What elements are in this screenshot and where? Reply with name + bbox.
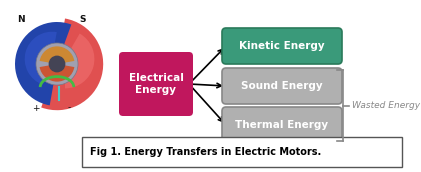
- Text: S: S: [79, 15, 85, 24]
- Wedge shape: [15, 22, 72, 105]
- Wedge shape: [65, 34, 94, 88]
- FancyBboxPatch shape: [222, 28, 342, 64]
- Text: Wasted Energy: Wasted Energy: [352, 101, 420, 110]
- Wedge shape: [40, 64, 75, 82]
- Text: N: N: [18, 15, 25, 24]
- Text: Thermal Energy: Thermal Energy: [235, 120, 328, 130]
- FancyBboxPatch shape: [222, 107, 342, 143]
- Text: -: -: [68, 104, 71, 113]
- Circle shape: [48, 56, 65, 72]
- Text: +: +: [32, 104, 40, 113]
- Circle shape: [36, 43, 78, 85]
- Text: Kinetic Energy: Kinetic Energy: [239, 41, 325, 51]
- Text: Electrical
Energy: Electrical Energy: [128, 73, 184, 95]
- FancyBboxPatch shape: [119, 52, 193, 116]
- Wedge shape: [40, 46, 75, 64]
- Wedge shape: [25, 32, 57, 85]
- Text: Sound Energy: Sound Energy: [241, 81, 323, 91]
- Text: Fig 1. Energy Transfers in Electric Motors.: Fig 1. Energy Transfers in Electric Moto…: [90, 147, 321, 157]
- FancyBboxPatch shape: [222, 68, 342, 104]
- FancyBboxPatch shape: [82, 137, 402, 167]
- Wedge shape: [41, 19, 103, 110]
